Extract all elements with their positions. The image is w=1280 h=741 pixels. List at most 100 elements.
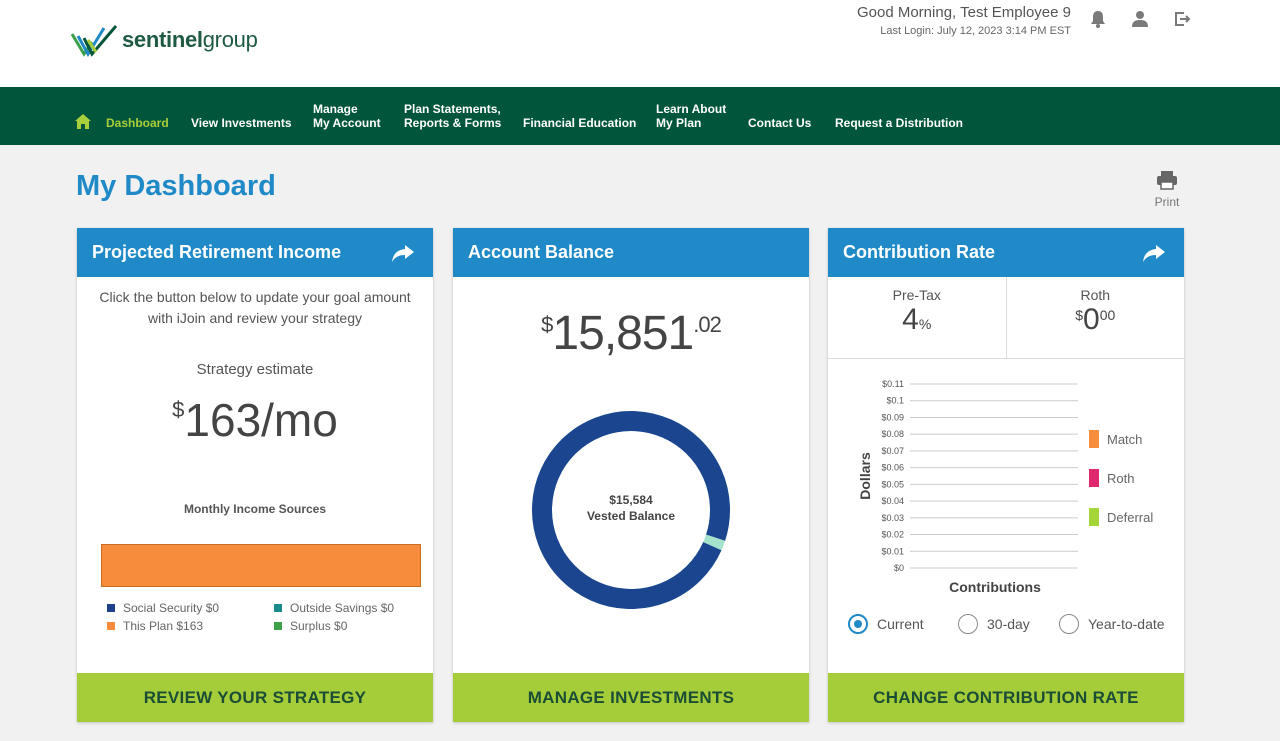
sentinel-logo[interactable]: sentinelgroup (70, 22, 258, 58)
nav-dashboard[interactable]: Dashboard (106, 116, 169, 130)
nav-financial-education[interactable]: Financial Education (523, 116, 637, 130)
strategy-estimate-label: Strategy estimate (196, 361, 314, 378)
radio-current-label: Current (877, 616, 924, 632)
share-arrow-icon[interactable] (391, 243, 415, 263)
legend-label: This Plan $163 (123, 619, 204, 633)
legend-label-deferral: Deferral (1107, 510, 1153, 525)
review-strategy-button[interactable]: REVIEW YOUR STRATEGY (77, 673, 433, 722)
pretax-number: 4 (902, 303, 919, 336)
nav-plan-statements[interactable]: Plan Statements, Reports & Forms (404, 102, 501, 130)
logo-text: sentinelgroup (122, 27, 258, 52)
radio-30-day[interactable]: 30-day (958, 614, 1030, 634)
y-tick-label: $0.01 (881, 546, 904, 556)
share-arrow-icon[interactable] (1142, 243, 1166, 263)
balance-card-title: Account Balance (468, 242, 615, 262)
nav-contact-us[interactable]: Contact Us (748, 116, 812, 130)
estimate-amount: 163/mo (184, 394, 338, 446)
radio-circle (1059, 614, 1079, 634)
y-tick-label: $0.07 (881, 446, 904, 456)
legend-swatch-roth (1089, 469, 1099, 487)
legend-swatch (274, 622, 282, 630)
roth-cents: 00 (1099, 307, 1116, 323)
roth-currency: $ (1075, 307, 1084, 323)
contribution-card-header: Contribution Rate (828, 228, 1184, 277)
roth-value: $000 (1007, 303, 1185, 337)
change-contribution-button[interactable]: CHANGE CONTRIBUTION RATE (828, 673, 1184, 722)
donut-vested-segment (532, 411, 730, 609)
legend-label: Social Security $0 (123, 601, 220, 615)
radio-current[interactable]: Current (848, 614, 924, 634)
bell-icon[interactable] (1088, 9, 1108, 29)
radio-year-to-date[interactable]: Year-to-date (1059, 614, 1165, 634)
nav-learn-plan[interactable]: Learn About My Plan (656, 102, 726, 130)
pretax-value: 4% (828, 303, 1006, 337)
radio-circle (958, 614, 978, 634)
logo-mark-icon (70, 25, 118, 57)
strategy-estimate-value: $163/mo (77, 393, 433, 447)
nav-view-investments[interactable]: View Investments (191, 116, 292, 130)
y-tick-label: $0.03 (881, 513, 904, 523)
y-tick-label: $0.11 (882, 379, 904, 389)
pretax-rate: Pre-Tax 4% (828, 277, 1007, 358)
legend-swatch-deferral (1089, 508, 1099, 526)
legend-label-match: Match (1107, 432, 1142, 447)
radio-30-day-label: 30-day (987, 616, 1030, 632)
nav-manage-line2: My Account (313, 116, 381, 130)
nav-manage-account[interactable]: Manage My Account (313, 102, 381, 130)
radio-circle-checked (848, 614, 868, 634)
legend-social-security: Social Security $0 (107, 601, 219, 615)
nav-request-distribution[interactable]: Request a Distribution (835, 116, 964, 130)
user-greeting: Good Morning, Test Employee 9 Last Login… (857, 4, 1071, 37)
vested-text: Vested Balance (586, 509, 676, 523)
nav-plan-line2: Reports & Forms (404, 116, 502, 130)
y-tick-label: $0.08 (881, 429, 904, 439)
account-balance-value: $15,851.02 (453, 306, 809, 361)
balance-card-header: Account Balance (453, 228, 809, 277)
header: sentinelgroup Good Morning, Test Employe… (0, 0, 1280, 87)
manage-investments-button[interactable]: MANAGE INVESTMENTS (453, 673, 809, 722)
pretax-label: Pre-Tax (892, 287, 941, 303)
projected-description: Click the button below to update your go… (99, 289, 411, 326)
vested-amount: $15,584 (609, 493, 653, 507)
nav-plan-line1: Plan Statements, (404, 102, 501, 116)
estimate-currency: $ (172, 397, 185, 422)
y-tick-label: $0.04 (881, 496, 904, 506)
contribution-rate-card: Contribution Rate Pre-Tax 4% Roth $000 $… (828, 228, 1184, 722)
y-tick-label: $0.05 (881, 479, 904, 489)
projected-card-title: Projected Retirement Income (92, 242, 342, 262)
y-tick-label: $0.02 (881, 530, 904, 540)
last-login-text: Last Login: July 12, 2023 3:14 PM EST (880, 25, 1071, 37)
nav-learn-line1: Learn About (656, 102, 727, 116)
user-icon[interactable] (1130, 9, 1150, 29)
legend-label: Surplus $0 (290, 619, 348, 633)
income-sources-title: Monthly Income Sources (183, 502, 327, 516)
logout-icon[interactable] (1172, 9, 1192, 29)
home-icon[interactable] (74, 113, 92, 130)
y-tick-label: $0.1 (886, 396, 904, 406)
nav-learn-line2: My Plan (656, 116, 702, 130)
page-title: My Dashboard (76, 170, 276, 202)
chart-ylabel: Dollars (857, 452, 873, 500)
projected-card-header: Projected Retirement Income (77, 228, 433, 277)
contributions-chart: $0 $0.01 $0.02 $0.03 $0.04 $0.05 $0.06 $0.07 $0.… (857, 379, 1153, 595)
balance-whole: 15,851 (552, 307, 694, 360)
print-label: Print (1154, 195, 1180, 209)
printer-icon (1157, 171, 1177, 190)
projected-income-card: Projected Retirement Income Click the bu… (77, 228, 433, 722)
legend-label: Outside Savings $0 (290, 601, 395, 615)
legend-swatch (274, 604, 282, 612)
nav-manage-line1: Manage (313, 102, 358, 116)
vested-balance-label: $15,584 Vested Balance (453, 492, 809, 524)
pretax-unit: % (918, 316, 932, 332)
roth-number: 0 (1083, 303, 1100, 336)
legend-swatch-match (1089, 430, 1099, 448)
legend-outside-savings: Outside Savings $0 (274, 601, 394, 615)
main-nav: Dashboard View Investments Manage My Acc… (0, 87, 1280, 145)
y-tick-label: $0.09 (881, 412, 904, 422)
balance-cents: .02 (693, 312, 722, 337)
print-button[interactable]: Print (1150, 170, 1184, 209)
roth-label: Roth (1080, 287, 1111, 303)
vested-donut-chart (532, 411, 730, 609)
legend-swatch (107, 604, 115, 612)
chart-xlabel: Contributions (949, 579, 1041, 595)
